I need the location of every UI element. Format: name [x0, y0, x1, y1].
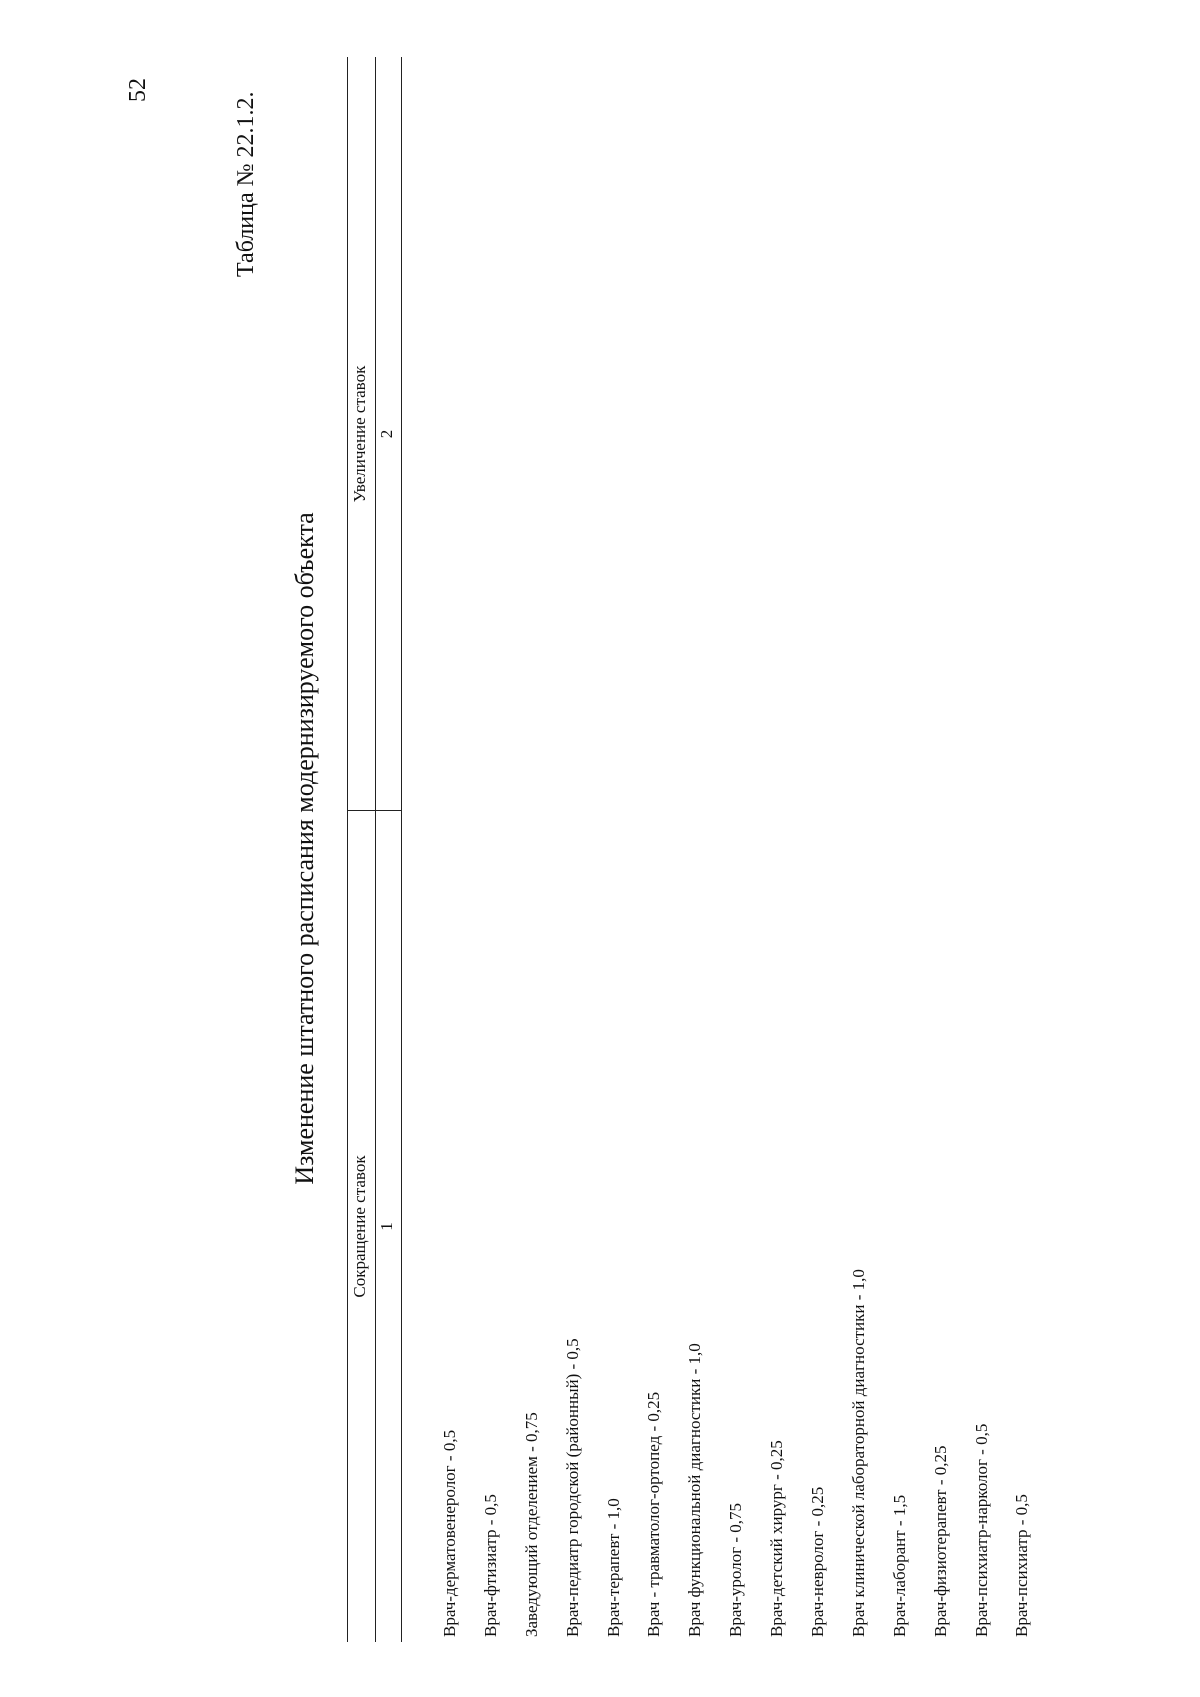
table-number: Таблица № 22.1.2. [233, 91, 259, 277]
table-row: Врач - травматолог-ортопед - 0,25 [644, 1391, 664, 1637]
table-row: Врач-фтизиатр - 0,5 [480, 1494, 500, 1637]
column-number-1: 1 [377, 1222, 396, 1231]
document-title: Изменение штатного расписания модернизир… [290, 512, 319, 1185]
table-row: Врач-уролог - 0,75 [726, 1502, 746, 1637]
table-row: Заведующий отделением - 0,75 [521, 1412, 541, 1637]
table-row: Врач-дерматовенеролог - 0,5 [440, 1429, 459, 1637]
table-row: Врач-лаборант - 1,5 [889, 1494, 909, 1637]
table-row: Врач-педиатр городской (районный) - 0,5 [562, 1338, 582, 1637]
page-number: 52 [125, 78, 151, 102]
header-increase: Увеличение ставок [350, 365, 369, 503]
header-reduction: Сокращение ставок [350, 1155, 369, 1298]
table-row: Врач-терапевт - 1,0 [603, 1498, 623, 1637]
table-row: Врач-физиотерапевт - 0,25 [930, 1445, 950, 1638]
table-row: Врач-невролог - 0,25 [808, 1486, 828, 1637]
table-top-rule [347, 57, 348, 1642]
table-row: Врач-психиатр - 0,5 [1012, 1494, 1032, 1637]
table-row: Врач-психиатр-нарколог - 0,5 [971, 1423, 991, 1637]
table-row: Врач функциональной диагностики - 1,0 [685, 1343, 705, 1637]
header-rule [375, 57, 376, 1642]
column-number-2: 2 [377, 429, 396, 439]
table-row: Врач клинической лабораторной диагностик… [848, 1269, 868, 1637]
table-row: Врач-детский хирург - 0,25 [767, 1440, 787, 1637]
column-number-rule [401, 57, 402, 1642]
reduction-list: Врач-дерматовенеролог - 0,5 Врач-фтизиат… [430, 1269, 1043, 1637]
